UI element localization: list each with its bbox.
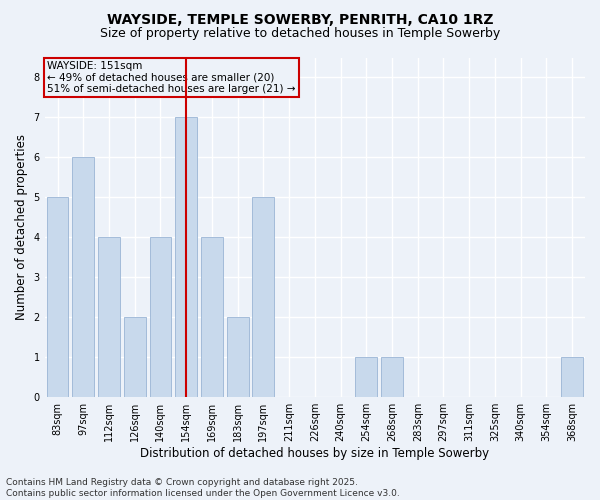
Bar xyxy=(253,198,274,397)
Text: Contains HM Land Registry data © Crown copyright and database right 2025.
Contai: Contains HM Land Registry data © Crown c… xyxy=(6,478,400,498)
Bar xyxy=(175,118,197,397)
Text: WAYSIDE, TEMPLE SOWERBY, PENRITH, CA10 1RZ: WAYSIDE, TEMPLE SOWERBY, PENRITH, CA10 1… xyxy=(107,12,493,26)
X-axis label: Distribution of detached houses by size in Temple Sowerby: Distribution of detached houses by size … xyxy=(140,447,490,460)
Bar xyxy=(98,238,120,397)
Bar xyxy=(124,318,146,397)
Bar xyxy=(561,357,583,397)
Bar xyxy=(227,318,248,397)
Text: WAYSIDE: 151sqm
← 49% of detached houses are smaller (20)
51% of semi-detached h: WAYSIDE: 151sqm ← 49% of detached houses… xyxy=(47,60,296,94)
Bar xyxy=(73,158,94,397)
Text: Size of property relative to detached houses in Temple Sowerby: Size of property relative to detached ho… xyxy=(100,28,500,40)
Bar xyxy=(355,357,377,397)
Bar xyxy=(149,238,172,397)
Y-axis label: Number of detached properties: Number of detached properties xyxy=(15,134,28,320)
Bar xyxy=(201,238,223,397)
Bar xyxy=(381,357,403,397)
Bar xyxy=(47,198,68,397)
